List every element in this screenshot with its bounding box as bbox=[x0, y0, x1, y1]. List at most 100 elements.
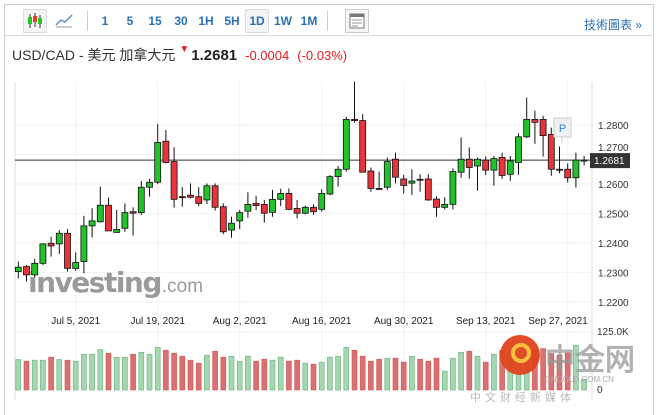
investing-watermark-com: .com bbox=[162, 276, 203, 297]
volume-min-label: 0 bbox=[597, 385, 603, 396]
volume-bar bbox=[384, 357, 391, 391]
candlestick-icon[interactable] bbox=[23, 9, 47, 33]
interval-1d[interactable]: 1D bbox=[245, 9, 269, 33]
y-tick-label: 1.2200 bbox=[598, 298, 629, 309]
candle-down bbox=[433, 198, 440, 208]
divider bbox=[327, 11, 328, 31]
volume-bar bbox=[261, 358, 268, 391]
candle-down bbox=[293, 208, 301, 214]
interval-1h[interactable]: 1H bbox=[198, 14, 214, 28]
volume-bar bbox=[81, 353, 87, 391]
x-tick-label: Sep 13, 2021 bbox=[456, 316, 516, 327]
table-icon[interactable] bbox=[345, 9, 369, 33]
candle-up bbox=[334, 168, 342, 178]
x-tick-label: Jul 5, 2021 bbox=[51, 316, 100, 327]
volume-bar bbox=[335, 355, 341, 391]
candle-down bbox=[547, 134, 555, 170]
candle-down bbox=[23, 266, 30, 276]
candle-up bbox=[88, 220, 96, 227]
x-tick-label: Jul 19, 2021 bbox=[130, 316, 185, 327]
technical-chart-link[interactable]: 技術圖表 » bbox=[583, 18, 642, 32]
volume-bar bbox=[376, 358, 382, 391]
volume-bar bbox=[302, 362, 309, 391]
candle-up bbox=[244, 203, 252, 212]
volume-bar bbox=[433, 357, 440, 391]
volume-bar bbox=[409, 355, 415, 391]
volume-bar bbox=[154, 346, 161, 391]
volume-bar bbox=[286, 360, 292, 391]
candle-up bbox=[580, 159, 588, 162]
volume-bar bbox=[400, 361, 407, 391]
candle-down bbox=[211, 185, 219, 208]
volume-bar bbox=[163, 349, 169, 391]
chart-widget bbox=[4, 4, 654, 415]
volume-bar bbox=[138, 351, 145, 391]
candle-down bbox=[219, 206, 227, 233]
interval-30[interactable]: 30 bbox=[174, 14, 188, 28]
candle-down bbox=[367, 170, 375, 189]
price-change-percent: (-0.03%) bbox=[297, 47, 348, 63]
volume-bar bbox=[482, 361, 489, 391]
volume-bar bbox=[122, 356, 128, 391]
interval-1m[interactable]: 1M bbox=[300, 14, 318, 28]
cngold-logo-icon bbox=[500, 335, 540, 375]
x-tick-label: Aug 16, 2021 bbox=[292, 316, 352, 327]
candle-up bbox=[39, 243, 47, 264]
volume-bar bbox=[351, 349, 358, 391]
volume-bar bbox=[327, 356, 333, 391]
current-price-tag bbox=[590, 153, 630, 169]
candle-up bbox=[31, 262, 39, 276]
investing-watermark: investing bbox=[28, 266, 161, 299]
candle-down bbox=[129, 211, 137, 214]
volume-bar bbox=[113, 356, 120, 391]
candle-down bbox=[498, 157, 506, 176]
candle-up bbox=[236, 212, 244, 222]
chart-toolbar: 1 5 15 30 1H 5H 1D 1W 1M 技術圖表 » bbox=[5, 5, 652, 36]
candle-down bbox=[105, 204, 112, 232]
y-tick-label: 1.2500 bbox=[598, 210, 629, 221]
volume-bar bbox=[187, 359, 194, 391]
candle-up bbox=[572, 159, 580, 179]
candle-up bbox=[96, 204, 104, 223]
volume-bar bbox=[204, 354, 210, 391]
candle-down bbox=[252, 203, 260, 206]
volume-bar bbox=[212, 350, 218, 391]
candle-up bbox=[301, 206, 309, 214]
candle-down bbox=[392, 158, 399, 178]
volume-bar bbox=[556, 354, 563, 391]
interval-1w[interactable]: 1W bbox=[274, 14, 292, 28]
volume-bar bbox=[318, 361, 325, 391]
quote-header: USD/CAD - 美元 加拿大元 ▼ 1.2681 -0.0004 (-0.03%) bbox=[12, 44, 355, 65]
interval-15[interactable]: 15 bbox=[148, 14, 162, 28]
candle-down bbox=[424, 178, 432, 201]
divider bbox=[87, 11, 88, 31]
volume-bar bbox=[195, 362, 202, 391]
candle-down bbox=[310, 206, 317, 213]
volume-bar bbox=[269, 359, 276, 391]
candle-up bbox=[80, 225, 88, 262]
current-price-tag-label: 1.2681 bbox=[594, 156, 625, 167]
volume-bar bbox=[359, 355, 366, 391]
candle-up bbox=[277, 193, 285, 200]
volume-bar bbox=[179, 355, 186, 391]
candle-up bbox=[515, 136, 522, 163]
candle-down bbox=[64, 232, 71, 269]
interval-5h[interactable]: 5H bbox=[224, 14, 240, 28]
interval-5[interactable]: 5 bbox=[126, 14, 134, 28]
volume-bar bbox=[23, 360, 30, 391]
candle-down bbox=[187, 194, 194, 198]
candle-down bbox=[162, 140, 170, 163]
volume-bar bbox=[277, 356, 284, 391]
volume-bar bbox=[40, 359, 46, 391]
volume-bar bbox=[130, 353, 136, 391]
candle-up bbox=[449, 171, 457, 205]
interval-1[interactable]: 1 bbox=[101, 14, 109, 28]
candle-up bbox=[137, 186, 145, 214]
candle-down bbox=[539, 118, 547, 137]
volume-max-label: 125.0K bbox=[597, 327, 629, 338]
area-chart-icon[interactable] bbox=[53, 9, 75, 31]
candle-down bbox=[359, 120, 367, 173]
volume-bar bbox=[245, 355, 251, 391]
candle-down bbox=[482, 159, 490, 171]
